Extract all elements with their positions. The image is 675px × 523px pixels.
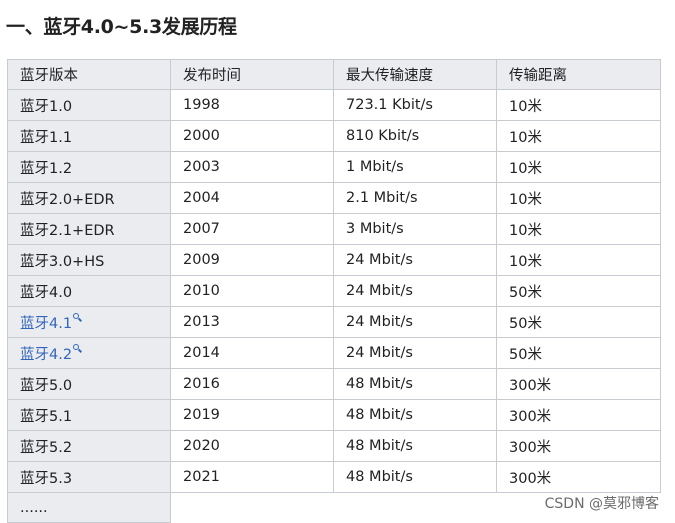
table-row: 蓝牙5.2 2020 48 Mbit/s 300米 (7, 430, 661, 462)
table-row: 蓝牙5.0 2016 48 Mbit/s 300米 (7, 368, 661, 400)
version-cell: 蓝牙2.0+EDR (7, 182, 171, 214)
version-label: 蓝牙5.0 (20, 377, 73, 394)
table-row: 蓝牙1.2 2003 1 Mbit/s 10米 (7, 151, 661, 183)
release-year-cell: 1998 (170, 89, 334, 121)
version-label: 蓝牙2.1+EDR (20, 222, 115, 239)
table-body: 蓝牙1.0 1998 723.1 Kbit/s 10米 蓝牙1.1 2000 810 Kbi… (7, 89, 661, 523)
release-year-cell: 2016 (170, 368, 334, 400)
version-cell: 蓝牙5.3 (7, 461, 171, 493)
range-cell: 50米 (496, 275, 661, 307)
range-cell: 10米 (496, 89, 661, 121)
search-icon[interactable] (73, 312, 81, 322)
version-label: 蓝牙1.0 (20, 98, 73, 115)
version-label: 蓝牙5.1 (20, 408, 73, 425)
version-cell: 蓝牙3.0+HS (7, 244, 171, 276)
version-cell: 蓝牙5.0 (7, 368, 171, 400)
max-speed-cell: 810 Kbit/s (333, 120, 497, 152)
table-row: 蓝牙4.1 2013 24 Mbit/s 50米 (7, 306, 661, 338)
range-cell: 10米 (496, 213, 661, 245)
table-row: 蓝牙2.1+EDR 2007 3 Mbit/s 10米 (7, 213, 661, 245)
column-header-max-speed: 最大传输速度 (333, 59, 497, 90)
range-cell: 300米 (496, 461, 661, 493)
empty-cell (170, 492, 661, 523)
version-cell: 蓝牙5.1 (7, 399, 171, 431)
version-cell: 蓝牙1.0 (7, 89, 171, 121)
table-row: 蓝牙4.0 2010 24 Mbit/s 50米 (7, 275, 661, 307)
version-label: 蓝牙1.1 (20, 129, 73, 146)
max-speed-cell: 24 Mbit/s (333, 275, 497, 307)
version-cell: 蓝牙1.2 (7, 151, 171, 183)
range-cell: 10米 (496, 120, 661, 152)
version-cell: 蓝牙1.1 (7, 120, 171, 152)
bluetooth-versions-table: 蓝牙版本 发布时间 最大传输速度 传输距离 蓝牙1.0 1998 723.1 Kbi… (7, 59, 661, 523)
range-cell: 50米 (496, 337, 661, 369)
release-year-cell: 2004 (170, 182, 334, 214)
version-label: 蓝牙3.0+HS (20, 253, 105, 270)
range-cell: 300米 (496, 368, 661, 400)
range-cell: 300米 (496, 399, 661, 431)
range-cell: 10米 (496, 182, 661, 214)
release-year-cell: 2009 (170, 244, 334, 276)
version-cell: 蓝牙5.2 (7, 430, 171, 462)
version-label: 蓝牙4.2 (20, 346, 73, 363)
release-year-cell: 2000 (170, 120, 334, 152)
table-row: 蓝牙1.1 2000 810 Kbit/s 10米 (7, 120, 661, 152)
table-row-more: ...... (7, 492, 661, 523)
max-speed-cell: 24 Mbit/s (333, 337, 497, 369)
max-speed-cell: 723.1 Kbit/s (333, 89, 497, 121)
release-year-cell: 2013 (170, 306, 334, 338)
table-row: 蓝牙3.0+HS 2009 24 Mbit/s 10米 (7, 244, 661, 276)
max-speed-cell: 48 Mbit/s (333, 399, 497, 431)
release-year-cell: 2010 (170, 275, 334, 307)
more-indicator: ...... (7, 492, 171, 523)
max-speed-cell: 1 Mbit/s (333, 151, 497, 183)
table-row: 蓝牙5.3 2021 48 Mbit/s 300米 (7, 461, 661, 493)
max-speed-cell: 48 Mbit/s (333, 368, 497, 400)
search-icon[interactable] (73, 343, 81, 353)
version-label: 蓝牙4.1 (20, 315, 73, 332)
release-year-cell: 2003 (170, 151, 334, 183)
version-label: 蓝牙1.2 (20, 160, 73, 177)
table-header-row: 蓝牙版本 发布时间 最大传输速度 传输距离 (7, 59, 661, 90)
max-speed-cell: 24 Mbit/s (333, 306, 497, 338)
table-row: 蓝牙5.1 2019 48 Mbit/s 300米 (7, 399, 661, 431)
range-cell: 300米 (496, 430, 661, 462)
range-cell: 10米 (496, 151, 661, 183)
release-year-cell: 2007 (170, 213, 334, 245)
version-label: 蓝牙4.0 (20, 284, 73, 301)
release-year-cell: 2021 (170, 461, 334, 493)
table-row: 蓝牙1.0 1998 723.1 Kbit/s 10米 (7, 89, 661, 121)
version-cell: 蓝牙4.0 (7, 275, 171, 307)
range-cell: 50米 (496, 306, 661, 338)
max-speed-cell: 48 Mbit/s (333, 461, 497, 493)
max-speed-cell: 3 Mbit/s (333, 213, 497, 245)
table-row: 蓝牙2.0+EDR 2004 2.1 Mbit/s 10米 (7, 182, 661, 214)
max-speed-cell: 24 Mbit/s (333, 244, 497, 276)
column-header-release-date: 发布时间 (170, 59, 334, 90)
version-link[interactable]: 蓝牙4.1 (7, 306, 171, 338)
section-heading: 一、蓝牙4.0~5.3发展历程 (6, 16, 237, 38)
version-label: 蓝牙5.2 (20, 439, 73, 456)
version-link[interactable]: 蓝牙4.2 (7, 337, 171, 369)
release-year-cell: 2014 (170, 337, 334, 369)
version-label: 蓝牙5.3 (20, 470, 73, 487)
release-year-cell: 2020 (170, 430, 334, 462)
column-header-range: 传输距离 (496, 59, 661, 90)
max-speed-cell: 48 Mbit/s (333, 430, 497, 462)
table-row: 蓝牙4.2 2014 24 Mbit/s 50米 (7, 337, 661, 369)
release-year-cell: 2019 (170, 399, 334, 431)
max-speed-cell: 2.1 Mbit/s (333, 182, 497, 214)
watermark: CSDN @莫邪博客 (544, 496, 659, 512)
range-cell: 10米 (496, 244, 661, 276)
column-header-version: 蓝牙版本 (7, 59, 171, 90)
version-cell: 蓝牙2.1+EDR (7, 213, 171, 245)
version-label: 蓝牙2.0+EDR (20, 191, 115, 208)
